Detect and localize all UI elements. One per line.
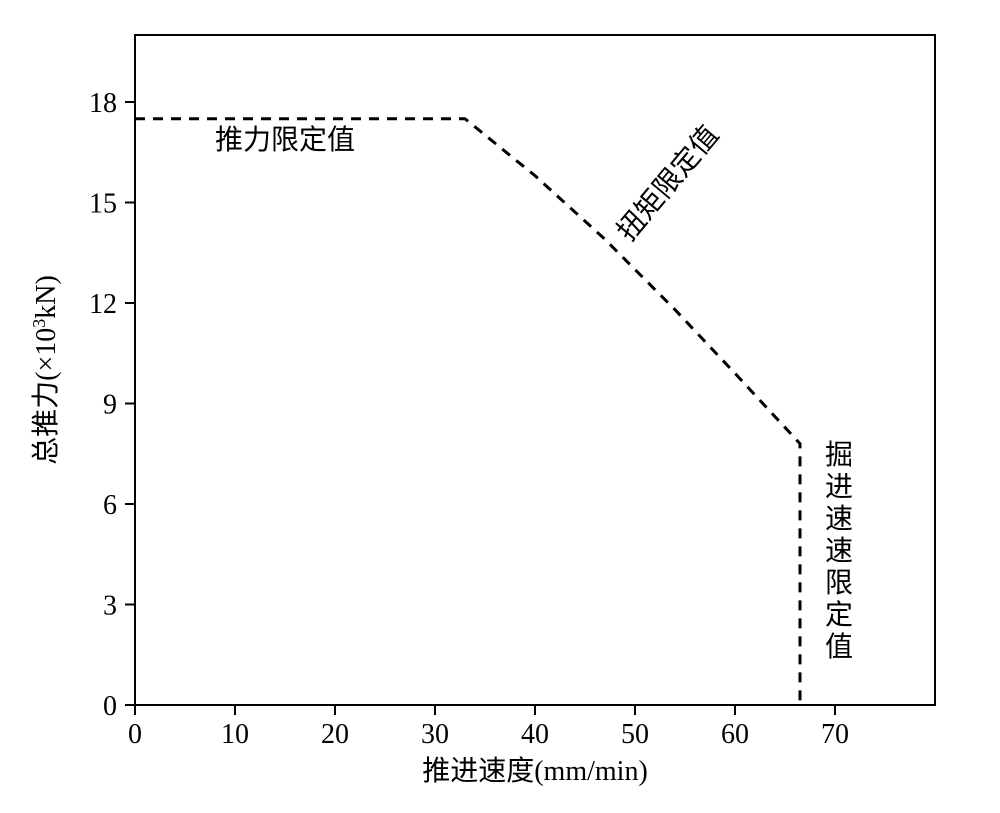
y-tick-label: 9 [103, 390, 117, 421]
x-tick-label: 70 [821, 719, 849, 750]
annotation-horizontal: 推力限定值 [215, 124, 355, 156]
x-tick-label: 60 [721, 719, 749, 750]
chart-svg: 0 10 20 30 40 50 60 70 0 3 6 9 12 15 18 推进速度(mm/min) 总推力… [0, 0, 1000, 813]
annotation-diagonal: 扭矩限定值 [611, 119, 726, 247]
x-axis-label: 推进速度(mm/min) [422, 755, 648, 787]
x-tick-label: 0 [128, 719, 142, 750]
y-tick-label: 12 [89, 289, 117, 320]
y-tick-label: 6 [103, 490, 117, 521]
x-tick-label: 40 [521, 719, 549, 750]
annotation-vertical: 掘进速速限定值 [825, 439, 853, 663]
annotation-char: 掘 [825, 439, 853, 471]
annotation-char: 定 [825, 599, 853, 631]
annotation-char: 限 [825, 568, 853, 599]
x-tick-label: 20 [321, 719, 349, 750]
annotation-char: 进 [825, 472, 853, 503]
y-tick-label: 3 [103, 591, 117, 622]
x-tick-label: 10 [221, 719, 249, 750]
y-tick-label: 18 [89, 88, 117, 119]
annotation-char: 速 [825, 536, 853, 567]
annotation-char: 速 [825, 504, 853, 535]
y-tick-label: 15 [89, 189, 117, 220]
x-tick-label: 30 [421, 719, 449, 750]
y-axis-label: 总推力(×103kN) [29, 275, 62, 465]
y-tick-label: 0 [103, 691, 117, 722]
annotation-char: 值 [825, 631, 853, 663]
chart-container: 0 10 20 30 40 50 60 70 0 3 6 9 12 15 18 推进速度(mm/min) 总推力… [0, 0, 1000, 813]
limit-curve [135, 119, 800, 705]
x-tick-label: 50 [621, 719, 649, 750]
